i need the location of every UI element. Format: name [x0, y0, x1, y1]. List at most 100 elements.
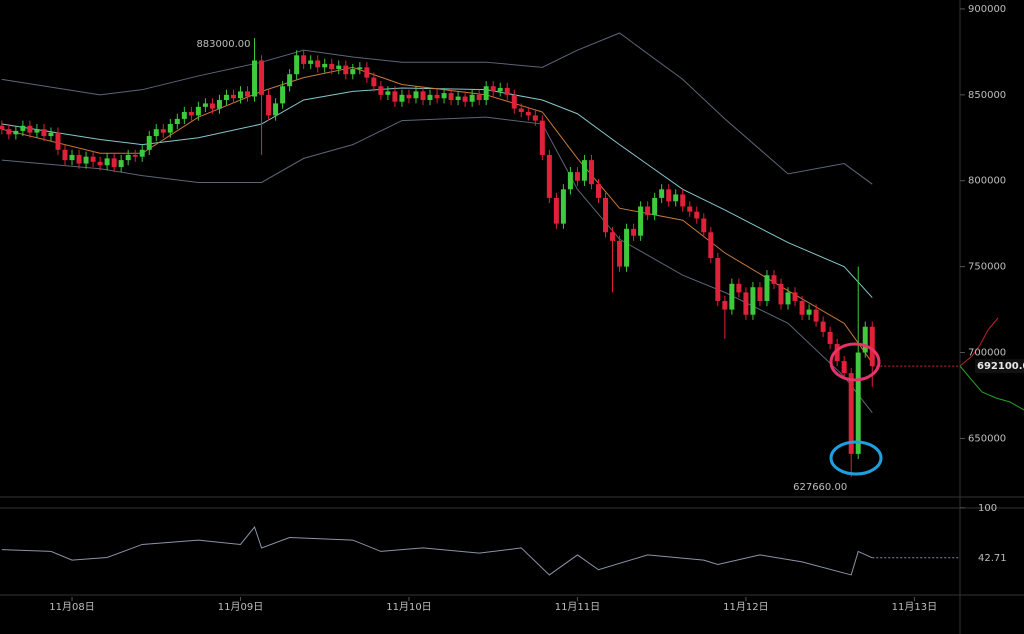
candle-body [252, 60, 258, 97]
extreme-label: 883000.00 [196, 39, 250, 50]
candle-body [490, 86, 496, 92]
candle-body [525, 112, 531, 116]
candle-body [736, 283, 742, 293]
candle-body [104, 158, 110, 166]
candle-body [378, 86, 384, 95]
candle-body [497, 87, 503, 92]
candle-body [532, 115, 538, 121]
candle-body [771, 275, 777, 284]
candle-body [195, 106, 201, 116]
extreme-label: 627660.00 [793, 482, 847, 493]
candle-body [329, 63, 335, 70]
candle-body [792, 292, 798, 301]
candle-body [476, 94, 482, 100]
candle-body [539, 120, 545, 155]
candle-body [659, 189, 665, 198]
candle-body [715, 258, 721, 301]
candle-body [343, 65, 349, 75]
candle-body [132, 154, 138, 157]
candle-body [638, 206, 644, 236]
candle-body [181, 112, 187, 119]
candle-body [595, 184, 601, 198]
candle-body [97, 161, 103, 166]
candle-body [680, 194, 686, 207]
candle-body [441, 93, 447, 99]
candle-body [13, 130, 19, 135]
candle-body [357, 67, 363, 70]
overlay-line [1, 32, 873, 185]
candle-body [518, 108, 524, 113]
y-tick-label: 700000 [968, 348, 1006, 359]
x-tick-label: 11月12日 [723, 601, 768, 613]
candle-body [673, 194, 679, 202]
candle-body [729, 283, 735, 310]
candle-body [427, 94, 433, 100]
x-tick-label: 11月11日 [555, 601, 600, 613]
y-tick-label: 650000 [968, 433, 1006, 444]
candle-body [41, 129, 47, 137]
candle-body [546, 154, 552, 198]
y-tick-label: 100 [978, 503, 997, 514]
candle-body [420, 91, 426, 100]
candle-body [687, 206, 693, 212]
candle-body [392, 91, 398, 102]
candle-body [20, 125, 26, 131]
candle-body [209, 103, 215, 109]
candle-body [188, 112, 194, 116]
candle-body [223, 94, 229, 100]
candle-body [553, 197, 559, 224]
candle-body [336, 65, 342, 70]
candle-body [174, 118, 180, 125]
highlight-circle [829, 440, 883, 476]
marks: 650000 700000 750000 800000 850000 900000 6921… [0, 4, 1024, 613]
candle-body [118, 160, 124, 167]
candle-body [6, 129, 12, 135]
y-tick-label: 900000 [968, 4, 1006, 15]
candle-body [62, 149, 68, 161]
candle-body [511, 94, 517, 109]
candle-body [237, 91, 243, 99]
candle-body [743, 292, 749, 315]
candle-body [813, 309, 819, 322]
candle-body [385, 91, 391, 95]
candle-body [701, 218, 707, 233]
candle-body [69, 154, 75, 161]
candle-body [434, 94, 440, 99]
candle-body [617, 240, 623, 267]
candle-body [694, 211, 700, 219]
candle-body [287, 74, 293, 87]
candle-body [371, 77, 377, 87]
candle-body [0, 125, 5, 130]
candle-body [827, 331, 833, 344]
candle-body [869, 326, 875, 367]
overlay-line [1, 116, 873, 413]
candle-body [111, 158, 117, 167]
candle-body [631, 228, 637, 236]
candle-body [55, 132, 61, 150]
x-tick-label: 11月10日 [386, 601, 431, 613]
candle-body [448, 93, 454, 100]
candle-body [90, 156, 96, 162]
candle-body [413, 91, 419, 99]
last-price-label: 692100.0 [977, 361, 1024, 372]
candle-body [259, 60, 265, 95]
y-tick-label: 850000 [968, 90, 1006, 101]
candle-body [34, 129, 40, 133]
candle-body [125, 154, 131, 161]
candle-body [855, 352, 861, 454]
candle-body [83, 156, 89, 164]
candle-body [406, 94, 412, 99]
candle-body [167, 124, 173, 133]
y-tick-label: 800000 [968, 176, 1006, 187]
depth-ask [959, 365, 1024, 411]
candle-body [308, 60, 314, 64]
candle-body [48, 132, 54, 137]
depth-bid [959, 317, 999, 367]
candle-body [469, 94, 475, 102]
y-tick-label: 750000 [968, 262, 1006, 273]
candle-body [862, 326, 868, 353]
candle-body [216, 99, 222, 109]
indicator-line [1, 525, 873, 576]
